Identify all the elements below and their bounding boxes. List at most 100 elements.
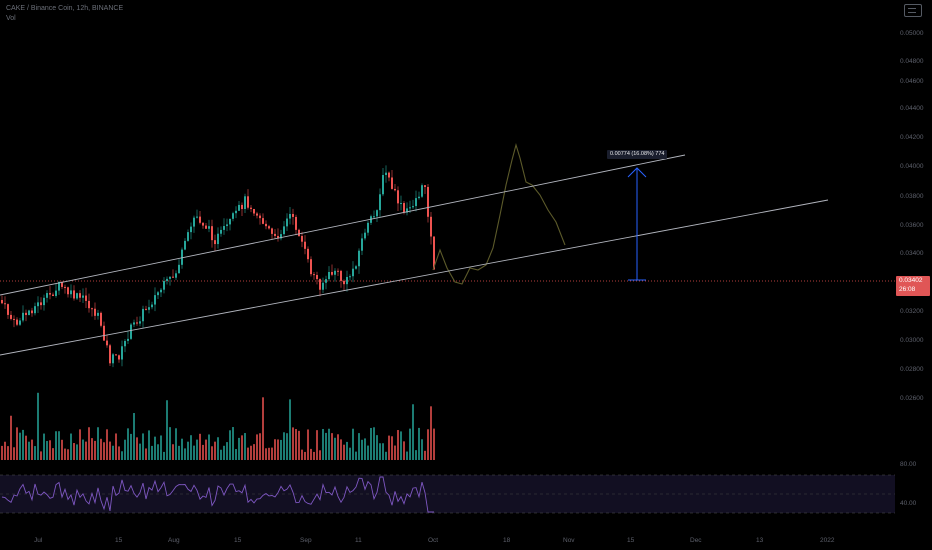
candle-body bbox=[271, 228, 273, 234]
candle-body bbox=[316, 274, 318, 280]
volume-bar bbox=[184, 448, 186, 460]
time-tick: 13 bbox=[756, 537, 764, 544]
volume-bar bbox=[409, 428, 411, 460]
volume-bar bbox=[421, 439, 423, 460]
candle-body bbox=[391, 177, 393, 189]
time-tick: 11 bbox=[355, 537, 362, 544]
volume-bar bbox=[247, 447, 249, 460]
candle-body bbox=[121, 346, 123, 360]
volume-bar bbox=[430, 406, 432, 460]
volume-bar bbox=[163, 451, 165, 460]
candle-body bbox=[88, 300, 90, 309]
candle-body bbox=[313, 274, 315, 276]
candle-body bbox=[199, 216, 201, 223]
candle-body bbox=[82, 295, 84, 298]
candle-body bbox=[283, 226, 285, 235]
volume-bar bbox=[325, 432, 327, 460]
candle-body bbox=[166, 278, 168, 282]
volume-bar bbox=[418, 427, 420, 460]
candle-body bbox=[415, 198, 417, 207]
candle-body bbox=[358, 250, 360, 267]
candle-body bbox=[223, 226, 225, 230]
volume-bar bbox=[193, 445, 195, 460]
volume-bar bbox=[319, 450, 321, 460]
volume-bar bbox=[166, 400, 168, 460]
candle-body bbox=[211, 226, 213, 241]
volume-bar bbox=[49, 440, 51, 460]
candle-body bbox=[259, 215, 261, 219]
candle-body bbox=[178, 264, 180, 274]
candle-body bbox=[142, 308, 144, 322]
candle-body bbox=[85, 295, 87, 301]
candle-body bbox=[64, 286, 66, 288]
candle-body bbox=[241, 204, 243, 209]
price-projection-path bbox=[432, 143, 566, 285]
channel-upper-line[interactable] bbox=[0, 154, 686, 296]
volume-bar bbox=[82, 439, 84, 460]
volume-bar bbox=[157, 444, 159, 460]
time-tick: Dec bbox=[690, 537, 702, 544]
volume-bar bbox=[133, 413, 135, 460]
candle-body bbox=[376, 210, 378, 217]
candle-body bbox=[205, 225, 207, 229]
candle-body bbox=[61, 281, 63, 287]
candle-body bbox=[217, 233, 219, 245]
volume-bar bbox=[406, 451, 408, 460]
candle-body bbox=[235, 210, 237, 214]
volume-bar bbox=[331, 433, 333, 460]
price-tick: 0.03600 bbox=[900, 222, 924, 229]
volume-bar bbox=[151, 445, 153, 460]
volume-bar bbox=[97, 427, 99, 460]
volume-bar bbox=[301, 449, 303, 460]
volume-bar bbox=[121, 451, 123, 460]
current-price-badge: 0.03402 26:08 bbox=[896, 276, 930, 296]
candle-body bbox=[37, 302, 39, 307]
candle-body bbox=[94, 308, 96, 316]
candle-body bbox=[292, 213, 294, 217]
candle-body bbox=[40, 302, 42, 306]
time-tick: Oct bbox=[428, 537, 439, 544]
candle-body bbox=[208, 226, 210, 229]
candle-body bbox=[4, 303, 6, 305]
volume-bar bbox=[187, 441, 189, 460]
volume-bar bbox=[190, 435, 192, 460]
volume-bar bbox=[196, 439, 198, 460]
volume-bar bbox=[295, 429, 297, 460]
volume-bar bbox=[424, 450, 426, 460]
candle-body bbox=[103, 325, 105, 341]
volume-bar bbox=[271, 447, 273, 460]
camera-icon[interactable] bbox=[904, 4, 922, 17]
candle-body bbox=[127, 338, 129, 341]
candle-body bbox=[301, 235, 303, 242]
volume-bar bbox=[145, 448, 147, 460]
symbol-title[interactable]: CAKE / Binance Coin, 12h, BINANCE bbox=[6, 5, 124, 12]
candle-body bbox=[196, 216, 198, 218]
price-tick: 0.04400 bbox=[900, 105, 924, 112]
volume-bar bbox=[115, 433, 117, 460]
volume-bar bbox=[112, 445, 114, 460]
candle-body bbox=[193, 217, 195, 227]
channel-lower-line[interactable] bbox=[0, 199, 829, 356]
measure-label[interactable]: 0.00774 (16.08%) 774 bbox=[607, 150, 668, 159]
candle-body bbox=[427, 186, 429, 217]
volume-bar bbox=[364, 438, 366, 460]
volume-bar bbox=[298, 430, 300, 460]
volume-bar bbox=[58, 431, 60, 460]
candle-body bbox=[334, 270, 336, 275]
candle-body bbox=[382, 175, 384, 195]
price-axis[interactable]: 0.05000 0.04800 0.04600 0.04400 0.04200 … bbox=[896, 0, 932, 520]
volume-bar bbox=[343, 444, 345, 460]
volume-bar bbox=[34, 446, 36, 460]
candle-body bbox=[13, 318, 15, 320]
candle-body bbox=[76, 293, 78, 299]
volume-bar bbox=[223, 445, 225, 460]
candle-body bbox=[28, 310, 30, 316]
candle-body bbox=[307, 248, 309, 260]
volume-bar bbox=[340, 439, 342, 460]
candle-body bbox=[22, 312, 24, 321]
volume-bar bbox=[433, 428, 435, 460]
candle-body bbox=[364, 232, 366, 239]
candle-body bbox=[253, 208, 255, 214]
current-price-value: 0.03402 bbox=[899, 277, 923, 284]
